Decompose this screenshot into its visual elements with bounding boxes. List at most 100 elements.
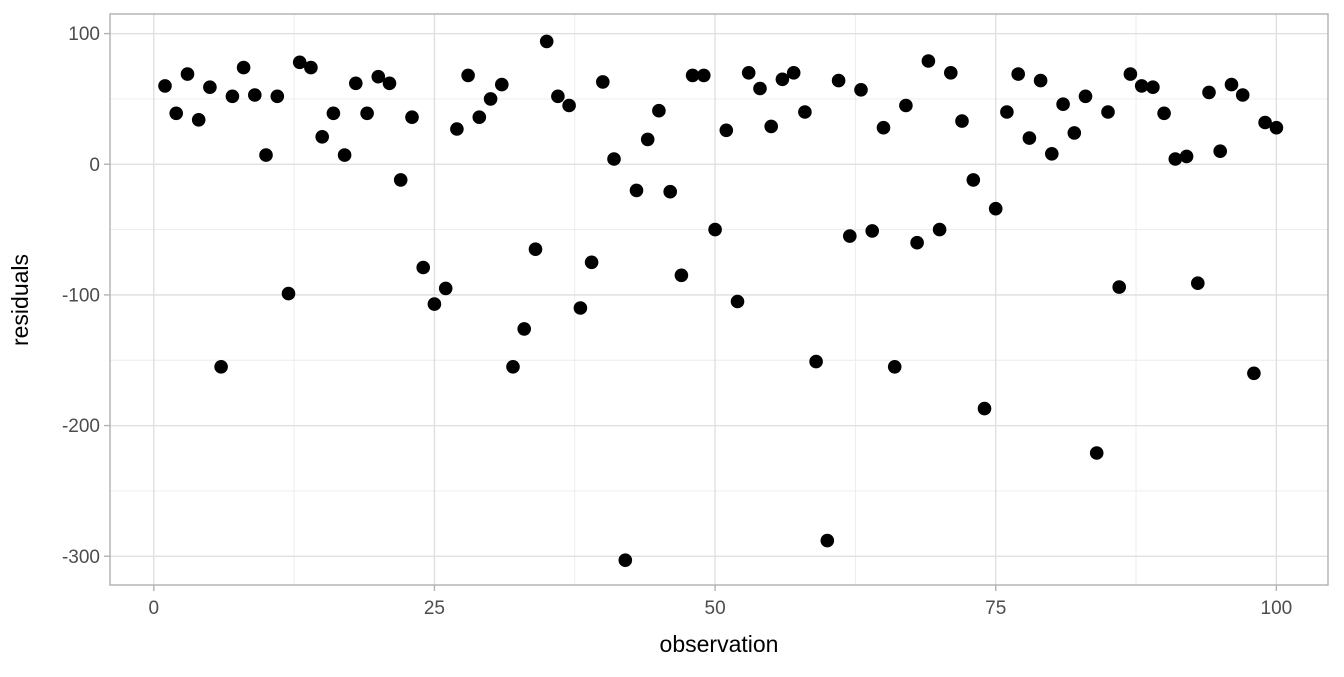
data-point — [528, 242, 543, 256]
data-point — [1078, 89, 1093, 104]
data-point — [652, 103, 666, 118]
data-point — [719, 123, 734, 138]
data-point — [292, 55, 307, 70]
data-point — [203, 80, 217, 94]
x-tick-label: 50 — [705, 598, 726, 619]
data-point — [495, 77, 509, 92]
data-point — [326, 106, 341, 121]
data-point — [1033, 73, 1048, 88]
data-point — [169, 106, 183, 121]
data-point — [1146, 80, 1160, 94]
data-point — [281, 286, 296, 301]
data-point — [1157, 106, 1171, 121]
data-point — [831, 73, 846, 88]
data-point — [158, 79, 172, 93]
data-point — [887, 360, 902, 374]
data-point — [382, 76, 397, 91]
data-point — [1235, 88, 1250, 102]
data-point — [674, 268, 689, 283]
data-point — [1011, 67, 1025, 81]
data-point — [427, 297, 442, 311]
data-point — [1269, 120, 1284, 135]
y-tick-label: -100 — [62, 285, 100, 306]
data-point — [618, 553, 633, 567]
data-point — [259, 148, 273, 162]
data-point — [584, 255, 599, 270]
minor-gridlines — [110, 14, 1328, 585]
data-point — [405, 110, 419, 124]
data-point — [1202, 85, 1216, 100]
data-point — [843, 229, 857, 243]
data-point — [988, 201, 1003, 216]
data-point — [854, 83, 868, 97]
data-point — [1056, 97, 1070, 111]
data-point — [753, 81, 767, 96]
data-point — [573, 301, 588, 315]
data-point — [1045, 147, 1059, 161]
data-point — [708, 222, 722, 237]
data-point — [1089, 446, 1104, 460]
data-point — [551, 89, 565, 104]
y-tick-label: -300 — [62, 547, 100, 568]
data-point — [932, 222, 947, 237]
x-tick-label: 0 — [148, 598, 159, 619]
data-point — [607, 152, 621, 166]
data-point — [865, 224, 879, 238]
data-point — [1000, 105, 1014, 119]
data-point — [248, 88, 262, 102]
data-point — [304, 60, 318, 75]
x-tick-label: 75 — [985, 598, 1006, 619]
data-point — [1258, 115, 1272, 130]
axis-tick-marks — [104, 32, 1278, 591]
data-point — [764, 119, 778, 134]
data-point — [180, 67, 195, 81]
data-point — [483, 92, 498, 106]
data-point — [730, 294, 745, 309]
y-tick-label: 0 — [89, 155, 100, 176]
data-point — [899, 98, 913, 113]
data-point — [1112, 280, 1126, 294]
data-point — [775, 72, 790, 87]
data-points — [158, 34, 1284, 567]
major-gridlines — [110, 14, 1328, 585]
x-axis-title: observation — [660, 631, 779, 657]
y-tick-label: 100 — [68, 24, 100, 45]
data-point — [1123, 67, 1138, 81]
data-point — [1224, 77, 1239, 92]
axis-tick-labels: 0 25 50 75 100 100 0 -100 -200 -300 — [62, 24, 1292, 619]
data-point — [1067, 126, 1082, 140]
data-point — [349, 76, 363, 91]
data-point — [472, 110, 487, 124]
y-tick-label: -200 — [62, 416, 100, 437]
data-point — [416, 260, 431, 275]
data-point — [450, 122, 464, 136]
data-point — [809, 354, 823, 369]
data-point — [910, 235, 924, 250]
data-point — [315, 130, 330, 144]
data-point — [1179, 149, 1194, 164]
data-point — [337, 148, 352, 162]
data-point — [191, 113, 206, 127]
data-point — [876, 120, 891, 135]
data-point — [1191, 276, 1205, 291]
data-point — [225, 89, 240, 104]
data-point — [1247, 366, 1261, 381]
data-point — [820, 533, 835, 548]
data-point — [944, 66, 958, 80]
data-point — [697, 68, 711, 83]
x-tick-label: 100 — [1261, 598, 1293, 619]
data-point — [539, 34, 554, 49]
data-point — [393, 173, 408, 187]
data-point — [236, 60, 251, 75]
panel-border — [109, 13, 1329, 586]
data-point — [438, 281, 453, 296]
data-point — [360, 106, 374, 121]
data-point — [517, 322, 531, 336]
data-point — [955, 114, 969, 128]
data-point — [741, 66, 756, 80]
x-tick-label: 25 — [424, 598, 445, 619]
data-point — [1022, 131, 1037, 145]
data-point — [640, 132, 655, 147]
data-point — [371, 69, 386, 84]
